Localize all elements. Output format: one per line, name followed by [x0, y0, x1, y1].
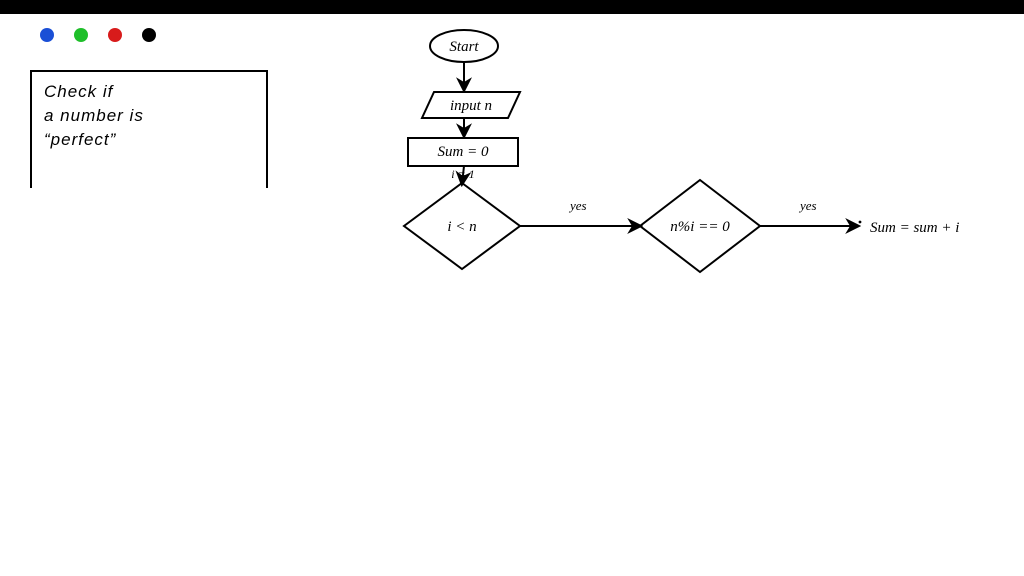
node-assign: Sum = sum + i — [870, 220, 959, 236]
edge-label-yes: yes — [568, 198, 587, 213]
node-label-start: Start — [449, 39, 479, 55]
edge-label-yes: yes — [798, 198, 817, 213]
node-label-init: Sum = 0 — [438, 144, 489, 160]
node-label-cond2: n%i == 0 — [670, 219, 730, 235]
node-label-cond1: i < n — [447, 219, 476, 235]
node-sublabel-init: i = 1 — [451, 167, 474, 181]
flowchart-canvas: yes yes Start input n Sum = 0 i = 1 i < n n%i =… — [0, 0, 1024, 576]
node-label-input: input n — [450, 98, 492, 114]
tick-assign — [859, 221, 862, 224]
